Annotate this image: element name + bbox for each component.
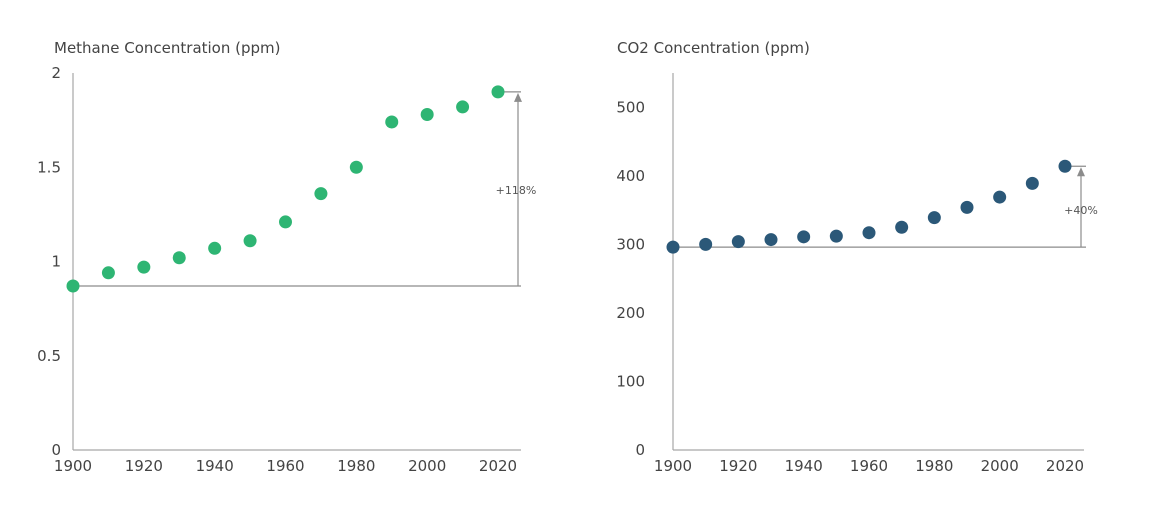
co2-x-tick-label: 1960: [850, 457, 888, 475]
methane-data-point: [314, 187, 328, 201]
methane-data-point: [137, 260, 151, 274]
co2-x-tick-label: 1940: [785, 457, 823, 475]
co2-data-point: [1025, 176, 1039, 190]
co2-data-point: [927, 211, 941, 225]
co2-x-tick-label: 2020: [1046, 457, 1084, 475]
methane-change-arrowhead: [514, 92, 522, 102]
co2-y-tick-label: 500: [616, 98, 645, 116]
co2-change-label: +40%: [1064, 204, 1098, 217]
methane-data-point: [66, 279, 80, 293]
methane-y-tick-label: 0.5: [37, 347, 61, 365]
co2-y-tick-label: 400: [616, 167, 645, 185]
co2-y-tick-label: 100: [616, 372, 645, 390]
co2-x-tick-label: 1980: [915, 457, 953, 475]
co2-chart-title: CO2 Concentration (ppm): [617, 39, 810, 57]
methane-data-point: [208, 241, 222, 255]
co2-chart: CO2 Concentration (ppm) 0 100 200 300 400 500…: [616, 39, 1097, 475]
co2-data-point: [731, 235, 745, 249]
co2-data-point: [666, 240, 680, 254]
methane-data-point: [491, 85, 505, 99]
co2-change-arrowhead: [1077, 167, 1085, 177]
methane-y-tick-label: 2: [51, 64, 61, 82]
methane-y-tick-label: 1: [51, 253, 61, 271]
co2-data-point: [895, 220, 909, 234]
co2-data-point: [699, 237, 713, 251]
methane-data-point: [420, 107, 434, 121]
methane-data-point: [385, 115, 399, 129]
methane-x-tick-label: 1960: [266, 457, 304, 475]
co2-x-tick-label: 1920: [719, 457, 757, 475]
co2-data-point: [797, 230, 811, 244]
co2-data-point: [960, 200, 974, 214]
co2-data-point: [1058, 159, 1072, 173]
methane-data-point: [456, 100, 470, 114]
methane-x-tick-label: 1900: [54, 457, 92, 475]
methane-x-tick-label: 2020: [479, 457, 517, 475]
co2-x-tick-label: 1900: [654, 457, 692, 475]
methane-data-point: [101, 266, 115, 280]
methane-change-label: +118%: [496, 184, 537, 197]
methane-data-point: [349, 160, 363, 174]
methane-y-tick-label: 0: [51, 441, 61, 459]
methane-data-point: [172, 251, 186, 265]
methane-chart-title: Methane Concentration (ppm): [54, 39, 281, 57]
methane-x-tick-label: 1920: [125, 457, 163, 475]
co2-data-point: [764, 233, 778, 247]
methane-x-tick-label: 1940: [196, 457, 234, 475]
methane-data-point: [279, 215, 292, 229]
co2-y-tick-label: 0: [635, 441, 645, 459]
co2-data-point: [829, 229, 843, 243]
methane-data-point: [243, 234, 257, 248]
co2-y-tick-label: 200: [616, 304, 645, 322]
co2-x-tick-label: 2000: [981, 457, 1019, 475]
methane-chart: Methane Concentration (ppm) 0 0.5 1 1.5 2 190…: [37, 39, 536, 475]
co2-data-point: [862, 226, 876, 240]
methane-y-tick-label: 1.5: [37, 158, 61, 176]
methane-x-tick-label: 2000: [408, 457, 446, 475]
methane-x-tick-label: 1980: [337, 457, 375, 475]
co2-y-tick-label: 300: [616, 235, 645, 253]
co2-data-point: [993, 190, 1007, 204]
